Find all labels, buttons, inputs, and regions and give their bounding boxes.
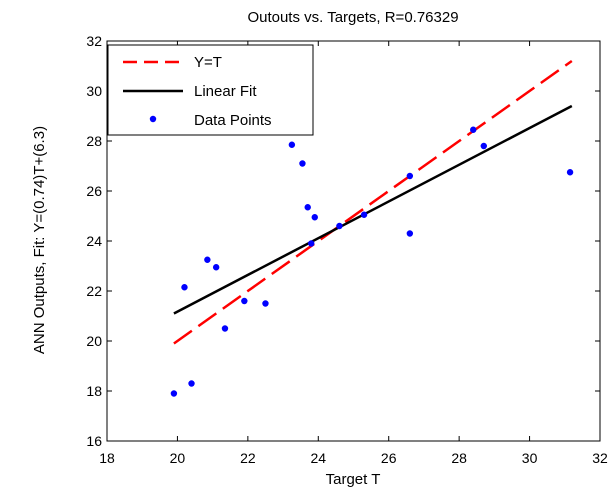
chart-marks [170, 59, 574, 397]
data-point [212, 264, 220, 271]
data-point [480, 142, 487, 150]
data-point [221, 325, 229, 332]
data-point [470, 126, 477, 133]
legend-label-y-equals-t: Y=T [194, 54, 222, 71]
linear-fit-line [173, 104, 573, 315]
y-tick-label: 22 [86, 283, 102, 299]
data-point [288, 141, 296, 148]
axis-ticks [106, 40, 601, 442]
x-tick-label: 20 [170, 450, 186, 466]
data-point [170, 390, 178, 397]
data-point [241, 297, 248, 305]
legend-label-linear-fit: Linear Fit [194, 83, 257, 100]
y-tick-label: 16 [86, 433, 102, 449]
y-tick-label: 28 [86, 133, 102, 149]
data-point [311, 214, 318, 221]
y-tick-label: 32 [86, 33, 102, 49]
data-point [566, 169, 574, 176]
y-axis-title: ANN Outputs, Fit: Y=(0.74)T+(6.3) [31, 126, 48, 354]
data-point [181, 284, 188, 291]
x-axis-title: Target T [326, 471, 381, 488]
data-point [304, 204, 311, 211]
x-tick-label: 32 [592, 450, 608, 466]
identity-line [173, 59, 573, 345]
x-tick-label: 26 [381, 450, 397, 466]
chart-title: Outouts vs. Targets, R=0.76329 [247, 9, 458, 26]
y-tick-label: 26 [86, 183, 102, 199]
data-point [406, 172, 414, 180]
x-tick-label: 24 [310, 450, 326, 466]
data-point [262, 300, 269, 307]
x-tick-label: 18 [99, 450, 115, 466]
data-point [308, 240, 315, 247]
data-point [336, 222, 343, 230]
y-tick-label: 24 [86, 233, 102, 249]
legend: Y=T Linear Fit Data Points [107, 44, 314, 136]
x-tick-label: 28 [451, 450, 467, 466]
data-point [188, 380, 195, 387]
legend-swatch-data-points [149, 115, 157, 123]
data-point [204, 256, 211, 263]
data-point [360, 211, 368, 218]
x-tick-label: 22 [240, 450, 256, 466]
data-point [299, 160, 306, 167]
y-tick-label: 18 [86, 383, 102, 399]
legend-label-data-points: Data Points [194, 112, 272, 129]
x-tick-label: 30 [522, 450, 538, 466]
y-tick-label: 30 [86, 83, 102, 99]
data-point [406, 230, 414, 237]
y-tick-label: 20 [86, 333, 102, 349]
